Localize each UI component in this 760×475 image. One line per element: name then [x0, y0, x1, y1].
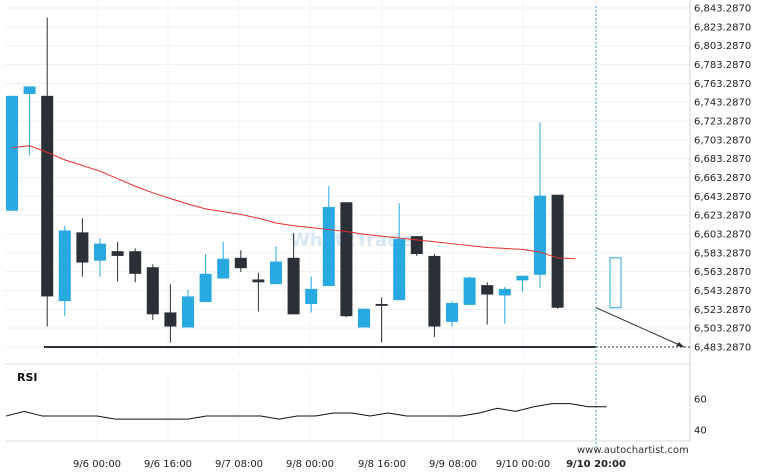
rsi-title: RSI: [17, 371, 38, 384]
y-tick-label: 6,603.2870: [694, 230, 751, 241]
candle-body: [393, 238, 406, 301]
candle-body: [358, 308, 370, 328]
candle-body: [129, 251, 142, 274]
candle-body: [463, 277, 476, 305]
candle-body: [428, 255, 441, 327]
rsi-tick-label: 60: [694, 395, 707, 406]
y-tick-label: 6,503.2870: [694, 324, 751, 335]
candle-body: [534, 195, 546, 275]
candle-body: [41, 95, 54, 297]
candle-body: [23, 86, 36, 94]
candle-body: [375, 303, 388, 306]
y-tick-label: 6,643.2870: [694, 192, 751, 203]
y-tick-label: 6,703.2870: [694, 135, 751, 146]
y-tick-label: 6,583.2870: [694, 248, 751, 259]
footer-credit: www.autochartist.com: [577, 445, 689, 456]
x-tick-label: 9/10 00:00: [496, 459, 550, 470]
y-tick-label: 6,743.2870: [694, 98, 751, 109]
projection-candle: [609, 257, 622, 309]
y-tick-label: 6,823.2870: [694, 22, 751, 33]
y-tick-label: 6,843.2870: [694, 4, 751, 15]
candle-body: [94, 243, 106, 261]
moving-average-line: [11, 145, 576, 260]
rsi-tick-label: 40: [694, 426, 707, 437]
candle-body: [446, 303, 458, 322]
candle-body: [182, 296, 194, 328]
candle-body: [305, 288, 318, 304]
candle-body: [498, 288, 511, 296]
candle-body: [76, 232, 89, 263]
x-tick-label: 9/6 16:00: [144, 459, 192, 470]
candle-body: [58, 230, 71, 302]
candle-body: [287, 257, 300, 315]
y-tick-label: 6,663.2870: [694, 173, 751, 184]
candle-body: [6, 95, 18, 211]
x-tick-label: 9/10 20:00: [566, 459, 626, 470]
candle-body: [481, 285, 494, 295]
x-tick-label: 9/9 08:00: [429, 459, 477, 470]
y-tick-label: 6,563.2870: [694, 267, 751, 278]
candle-body: [234, 257, 247, 269]
candle-body: [252, 279, 265, 283]
y-tick-label: 6,683.2870: [694, 154, 751, 165]
candle-body: [270, 261, 282, 285]
x-tick-label: 9/8 00:00: [286, 459, 334, 470]
y-tick-label: 6,543.2870: [694, 286, 751, 297]
x-tick-label: 9/7 08:00: [215, 459, 263, 470]
candle-body: [551, 194, 564, 308]
y-tick-label: 6,483.2870: [694, 343, 751, 354]
candle-body: [322, 206, 335, 287]
forecast-arrow-line: [595, 307, 685, 348]
y-tick-label: 6,623.2870: [694, 211, 751, 222]
y-tick-label: 6,723.2870: [694, 117, 751, 128]
x-tick-label: 9/8 16:00: [358, 459, 406, 470]
candle-body: [410, 236, 423, 255]
forecast-arrow-head: [676, 342, 684, 347]
candle-body: [111, 251, 124, 256]
y-tick-label: 6,783.2870: [694, 60, 751, 71]
candle-body: [217, 258, 230, 279]
candle-body: [164, 312, 177, 327]
x-tick-label: 9/6 00:00: [73, 459, 121, 470]
candle-body: [199, 273, 212, 303]
y-tick-label: 6,803.2870: [694, 41, 751, 52]
candle-body: [146, 267, 159, 315]
candle-body: [340, 202, 353, 317]
y-tick-label: 6,523.2870: [694, 305, 751, 316]
candle-body: [516, 275, 529, 281]
rsi-line: [5, 403, 607, 420]
y-tick-label: 6,763.2870: [694, 79, 751, 90]
